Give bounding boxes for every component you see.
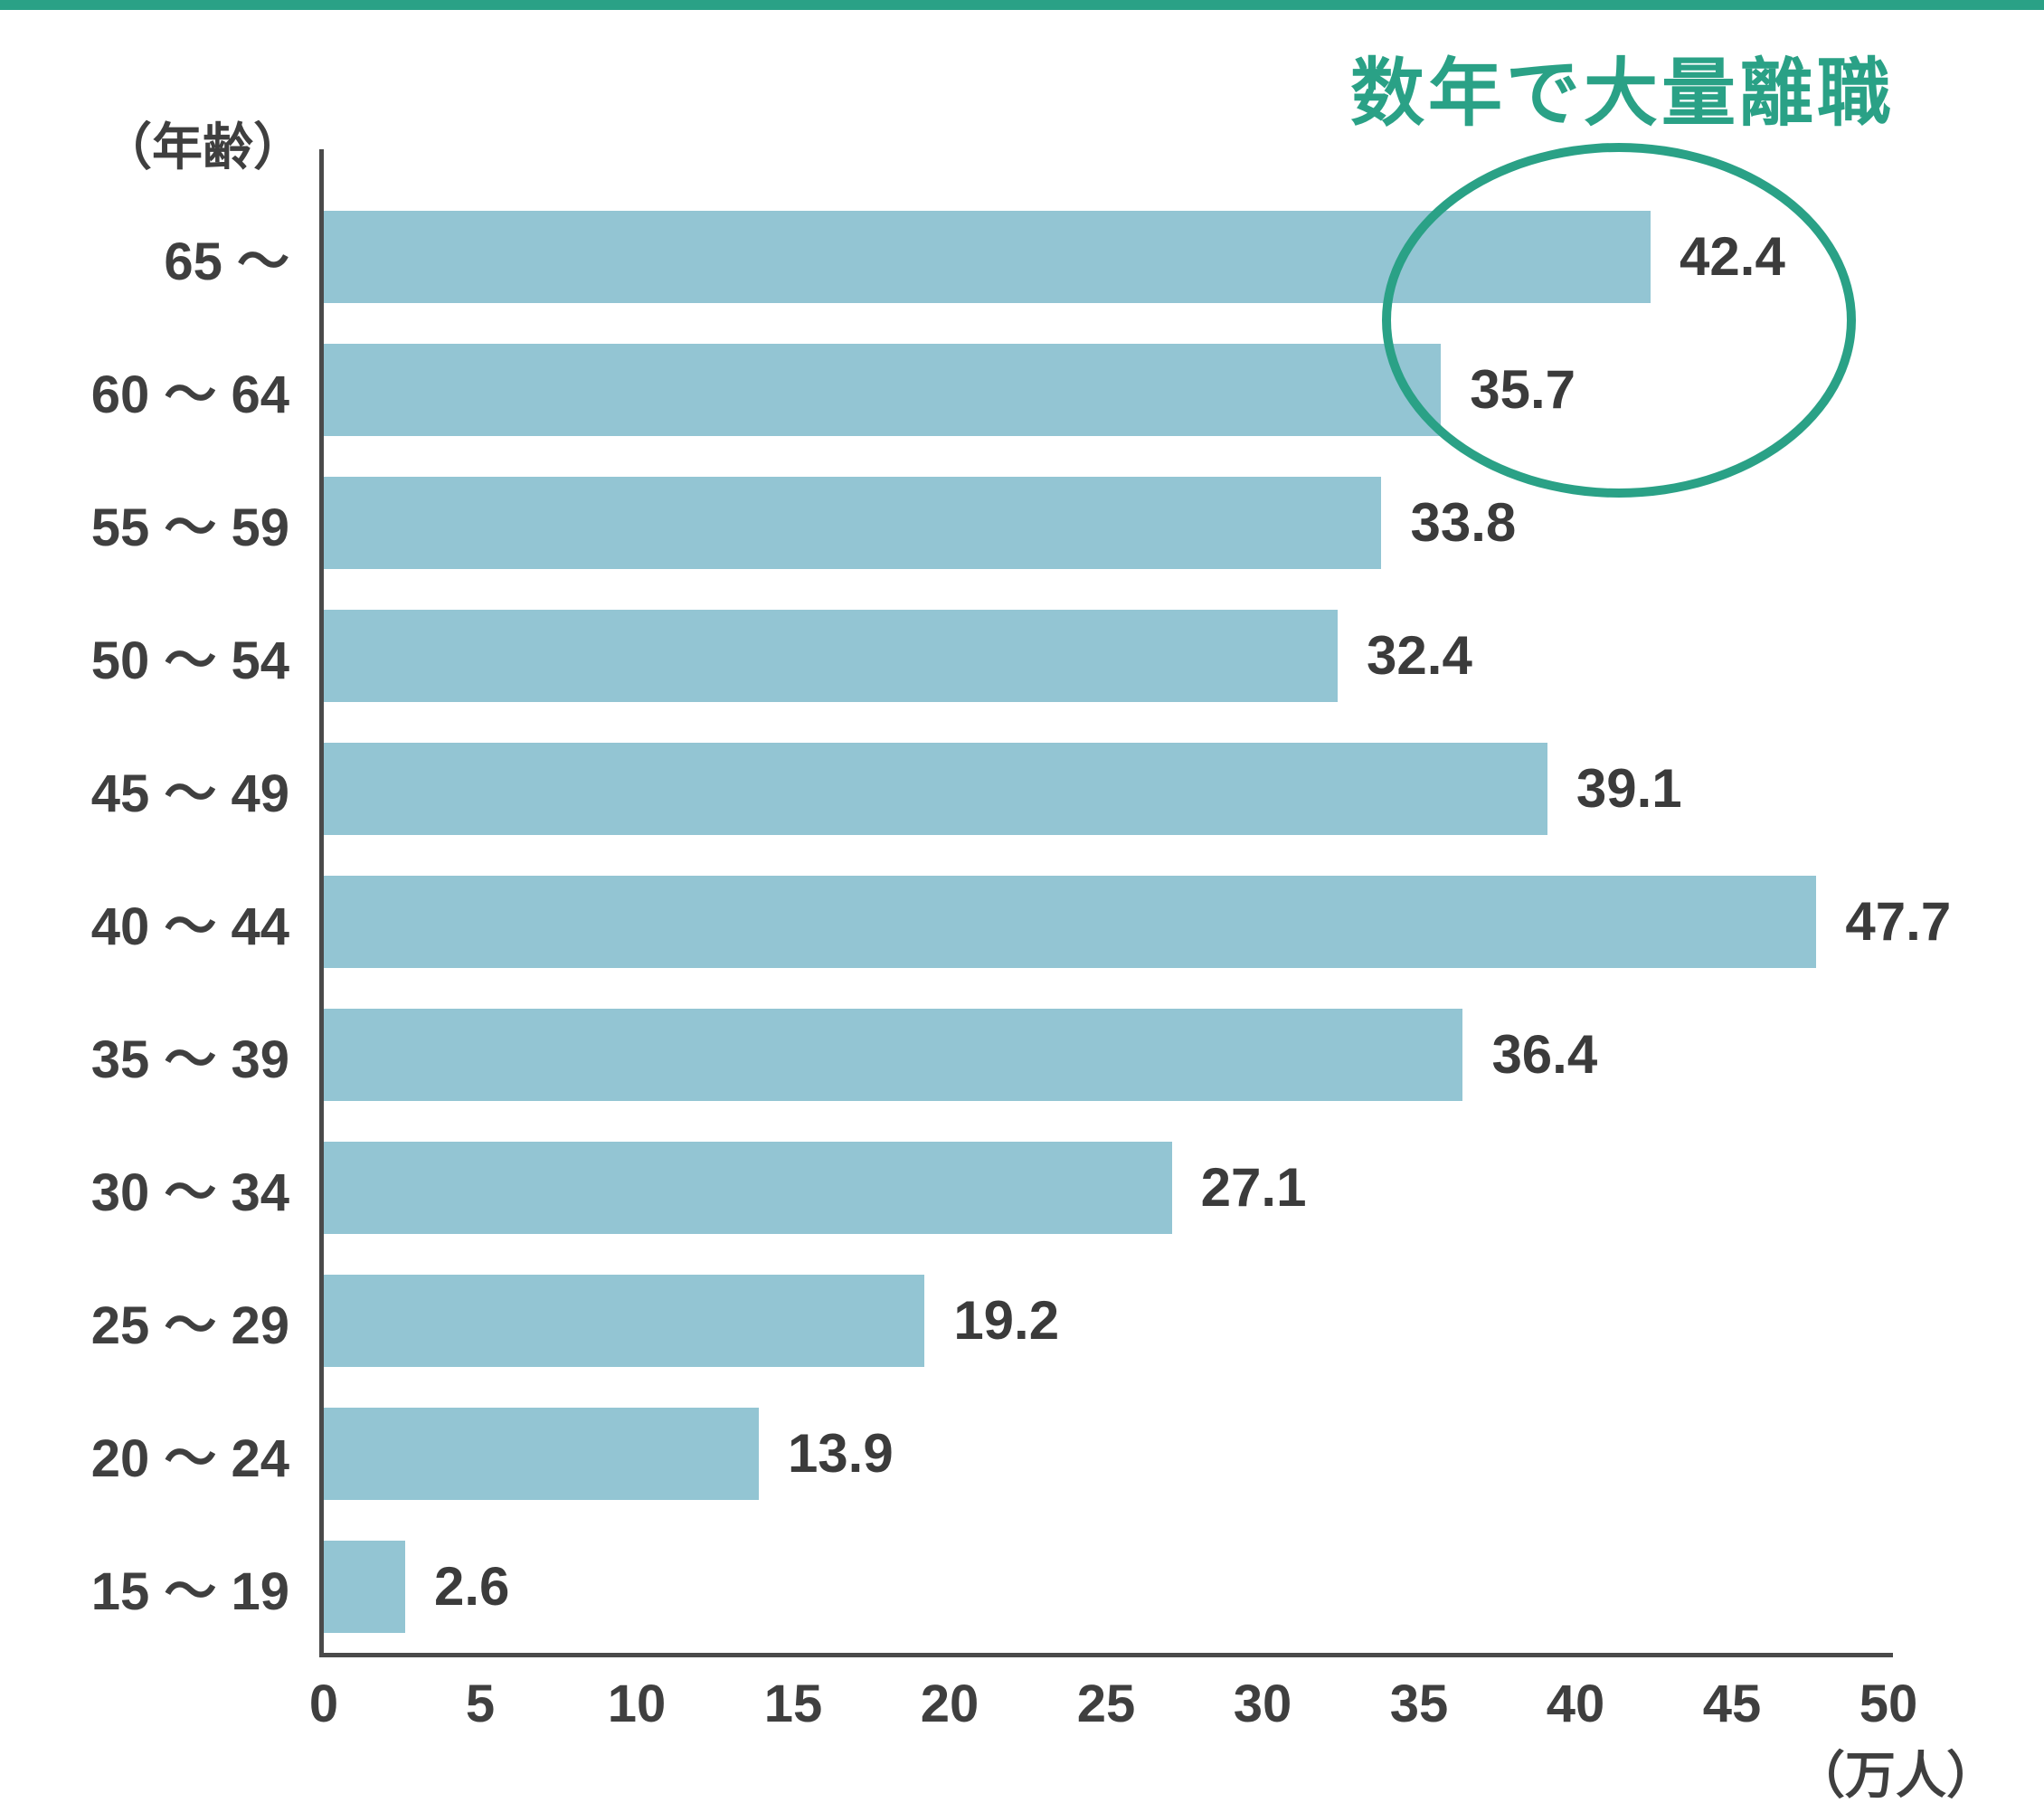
bar: [324, 343, 1442, 436]
bar-track: 13.9: [324, 1407, 1888, 1500]
y-axis-label: 60 〜 64: [90, 365, 289, 424]
chart-row: 45 〜 49 39.1: [0, 722, 1899, 855]
chart-row: 25 〜 29 19.2: [0, 1254, 1899, 1387]
x-tick-label: 45: [1702, 1675, 1762, 1733]
bar-value-label: 35.7: [1470, 359, 1576, 420]
bar-value-label: 42.4: [1680, 226, 1785, 287]
y-axis-title: （年齢）: [101, 119, 304, 176]
x-tick-label: 30: [1233, 1675, 1292, 1733]
chart-row: 40 〜 44 47.7: [0, 855, 1951, 988]
bar: [324, 609, 1339, 702]
bar-value-label: 13.9: [787, 1423, 894, 1484]
bar-value-label: 33.8: [1410, 492, 1517, 553]
bar-value-label: 32.4: [1367, 625, 1472, 686]
y-axis-label: 30 〜 34: [90, 1162, 289, 1222]
bar: [324, 1008, 1463, 1101]
bar: [324, 210, 1651, 303]
bar-value-label: 39.1: [1576, 758, 1682, 819]
bar: [324, 742, 1547, 835]
bar: [324, 1407, 759, 1500]
chart-row: 55 〜 59 33.8: [0, 456, 1899, 589]
x-tick-label: 25: [1076, 1675, 1136, 1733]
y-axis-label: 65 〜: [164, 232, 289, 291]
chart-row: 35 〜 39 36.4: [0, 988, 1899, 1121]
bar-track: 2.6: [324, 1540, 1888, 1633]
chart-row: 15 〜 19 2.6: [0, 1520, 1899, 1653]
bar-value-label: 36.4: [1491, 1024, 1598, 1085]
bar: [324, 1540, 405, 1633]
bar-value-label: 47.7: [1845, 891, 1952, 952]
y-axis-label: 55 〜 59: [90, 498, 289, 557]
bar: [324, 1141, 1172, 1234]
y-axis-label: 20 〜 24: [90, 1428, 289, 1488]
chart-row: 20 〜 24 13.9: [0, 1387, 1899, 1520]
y-axis-line: [319, 149, 324, 1657]
x-tick-label: 10: [607, 1675, 667, 1733]
y-axis-label: 45 〜 49: [90, 764, 289, 823]
bar-track: 27.1: [324, 1141, 1888, 1234]
x-axis-ticks: 0 5 10 15 20 25 30 35 40 45 50: [309, 1674, 1917, 1746]
top-border: [0, 0, 2044, 10]
bar-track: 42.4: [324, 210, 1888, 303]
x-tick-label: 20: [920, 1675, 979, 1733]
bar-value-label: 2.6: [433, 1556, 510, 1617]
y-axis-label: 35 〜 39: [90, 1030, 289, 1089]
bar-value-label: 27.1: [1200, 1157, 1307, 1218]
x-tick-label: 35: [1389, 1675, 1449, 1733]
x-tick-label: 40: [1546, 1675, 1605, 1733]
bar: [324, 875, 1817, 968]
annotation-text: 数年で大量離職: [1349, 52, 1895, 135]
y-axis-label: 15 〜 19: [90, 1561, 289, 1621]
x-tick-label: 0: [308, 1675, 339, 1733]
bar-track: 35.7: [324, 343, 1888, 436]
bar-track: 36.4: [324, 1008, 1888, 1101]
bar-track: 47.7: [324, 875, 1951, 968]
bar: [324, 1274, 925, 1367]
chart-row: 65 〜 42.4: [0, 190, 1899, 323]
bar-rows: 65 〜 42.4 60 〜 64 35.7 55 〜 59 33.8 50 〜 54 32.…: [0, 190, 1951, 1653]
chart-row: 50 〜 54 32.4: [0, 589, 1899, 722]
x-tick-label: 15: [763, 1675, 823, 1733]
bar-track: 39.1: [324, 742, 1888, 835]
chart-row: 60 〜 64 35.7: [0, 323, 1899, 456]
bar-value-label: 19.2: [953, 1290, 1060, 1351]
x-tick-label: 50: [1859, 1675, 1918, 1733]
y-axis-label: 25 〜 29: [90, 1295, 289, 1355]
x-tick-label: 5: [465, 1675, 496, 1733]
y-axis-label: 50 〜 54: [90, 631, 289, 690]
chart-row: 30 〜 34 27.1: [0, 1121, 1899, 1254]
bar-track: 19.2: [324, 1274, 1888, 1367]
y-axis-label: 40 〜 44: [90, 897, 289, 956]
bar: [324, 476, 1382, 569]
bar-track: 32.4: [324, 609, 1888, 702]
x-axis-unit: （万人）: [1794, 1747, 1997, 1803]
x-axis-line: [319, 1653, 1893, 1657]
bar-track: 33.8: [324, 476, 1888, 569]
